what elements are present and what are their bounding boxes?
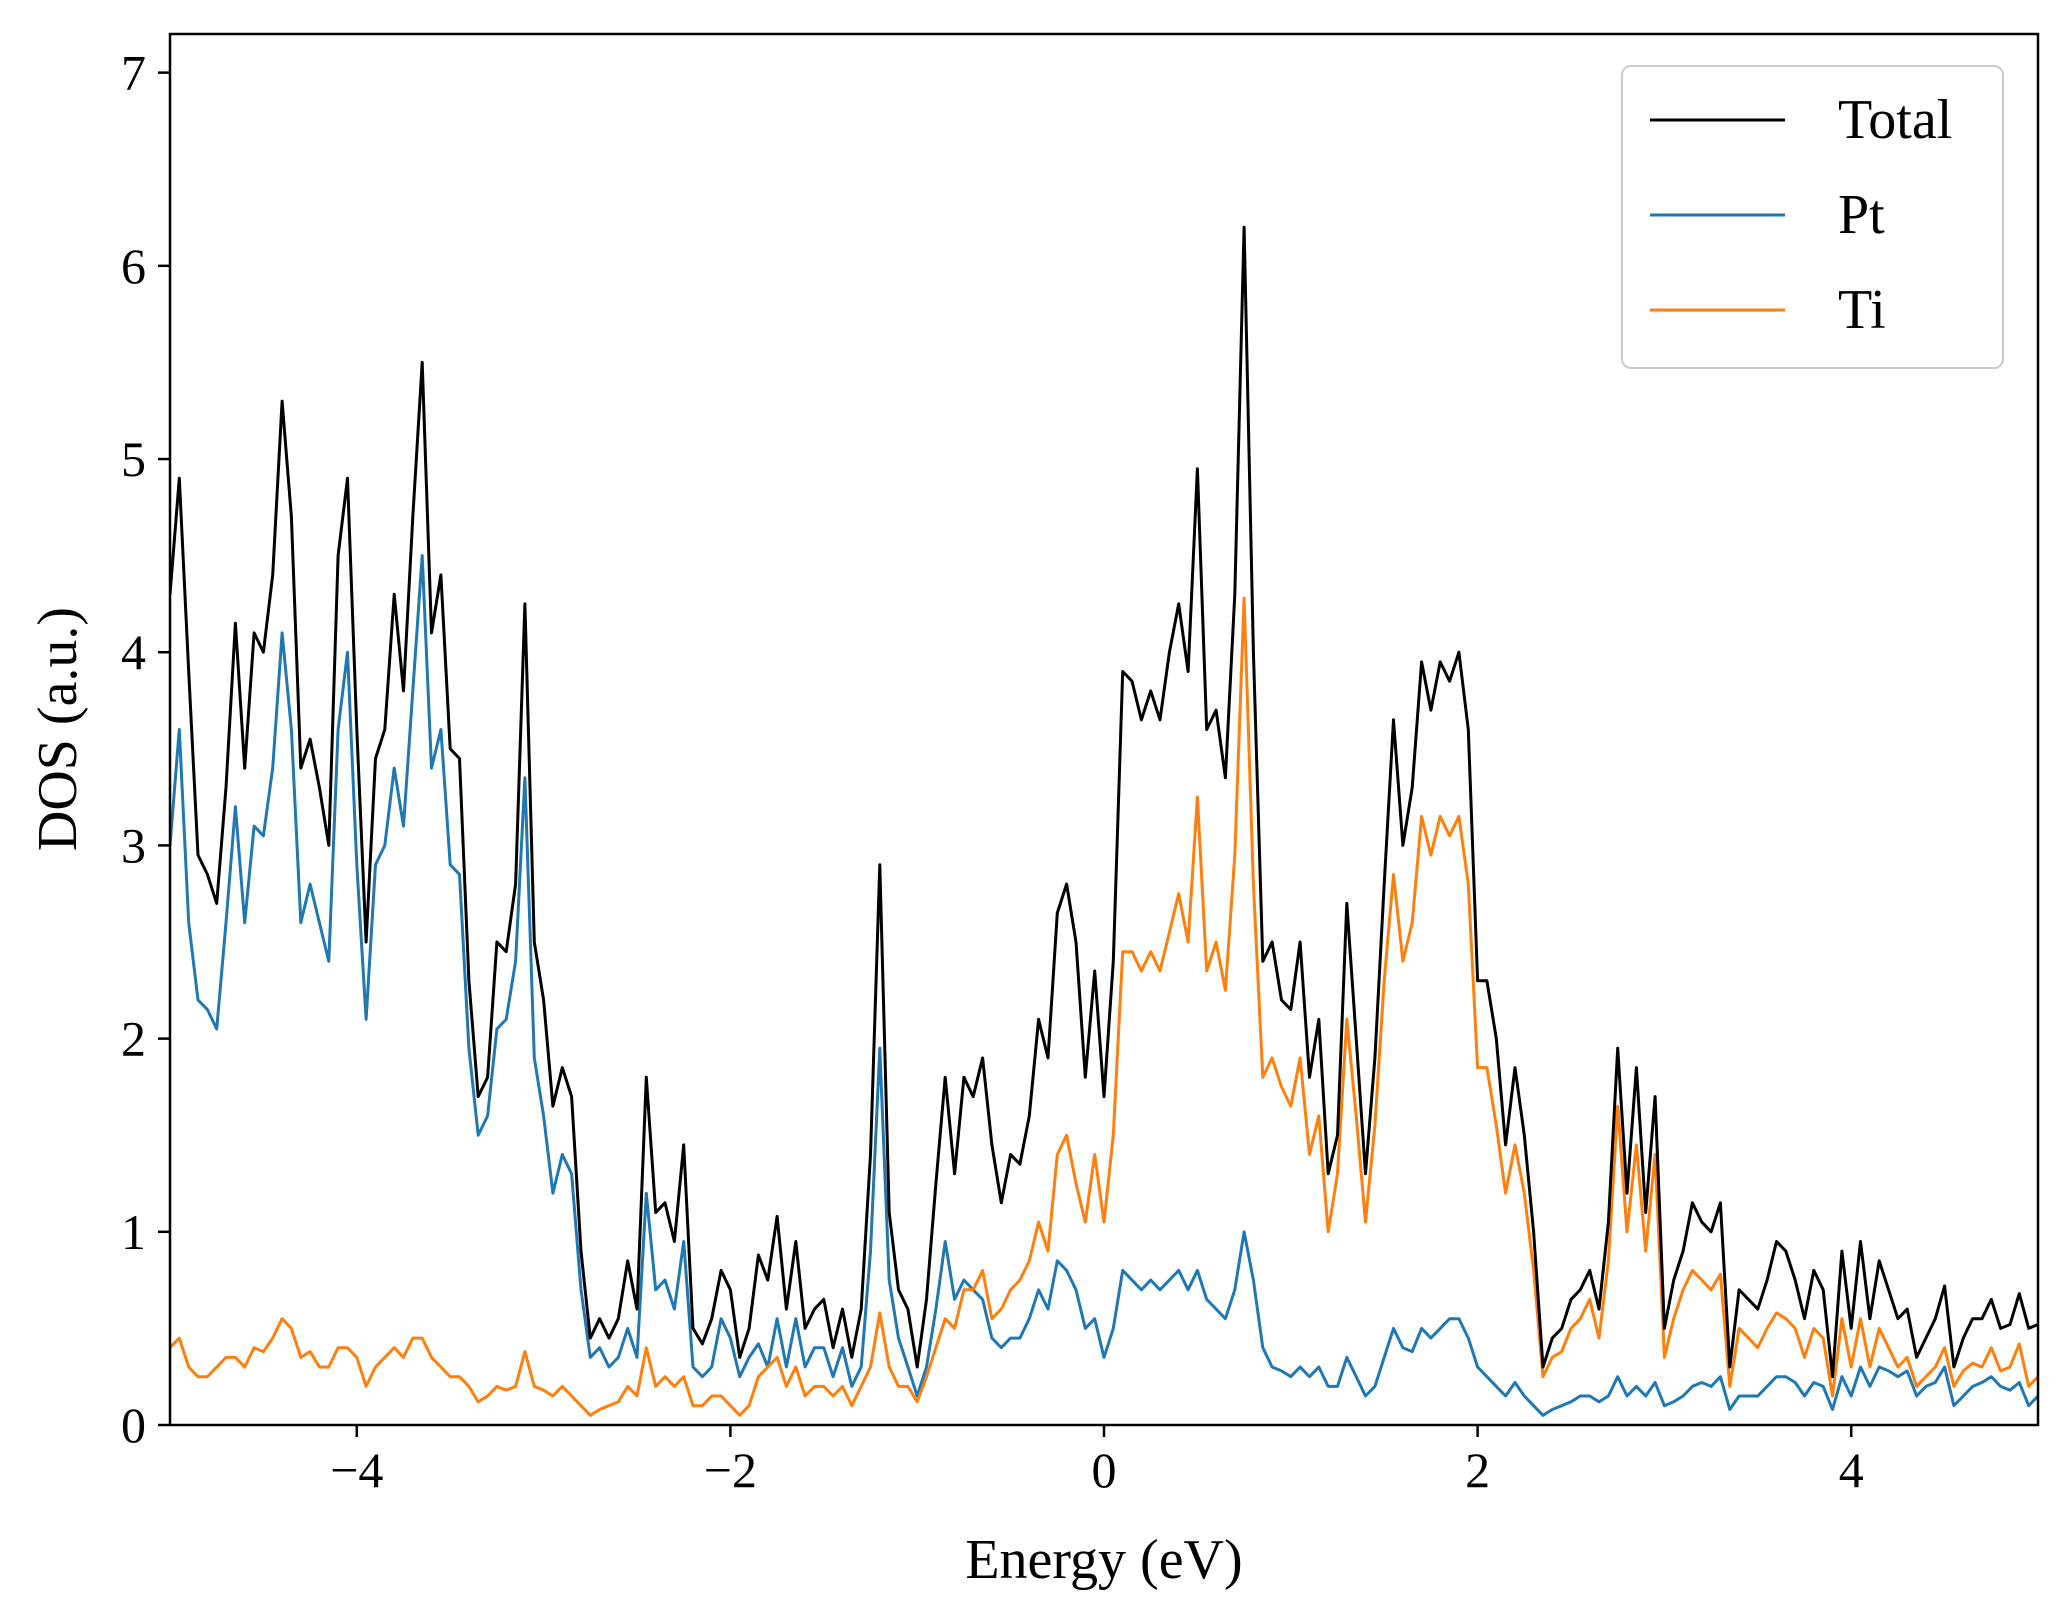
y-tick-label: 6 [121,238,146,294]
y-axis: 0 1 2 3 4 5 6 7 [121,45,170,1453]
series-layer [170,225,2038,1417]
legend-label-total: Total [1838,89,1952,151]
y-tick-label: 0 [121,1397,146,1453]
y-tick-label: 7 [121,45,146,101]
y-tick-label: 3 [121,817,146,873]
x-axis-label: Energy (eV) [965,1529,1242,1591]
series-line-total [170,225,2038,1379]
x-tick-label: 4 [1839,1442,1864,1498]
x-tick-label: −4 [330,1442,383,1498]
y-tick-label: 5 [121,431,146,487]
x-tick-label: 2 [1465,1442,1490,1498]
series-line-pt [170,554,2038,1417]
y-tick-label: 4 [121,624,146,680]
y-tick-label: 1 [121,1204,146,1260]
series-line-ti [170,596,2038,1417]
x-axis: −4 −2 0 2 4 [330,1425,1864,1498]
x-tick-label: 0 [1092,1442,1117,1498]
legend-label-pt: Pt [1838,184,1885,246]
x-tick-label: −2 [704,1442,757,1498]
legend-frame [1621,65,2004,369]
legend-label-ti: Ti [1838,279,1886,341]
y-tick-label: 2 [121,1011,146,1067]
legend: Total Pt Ti [1621,65,2004,369]
y-axis-label: DOS (a.u.) [27,607,89,851]
